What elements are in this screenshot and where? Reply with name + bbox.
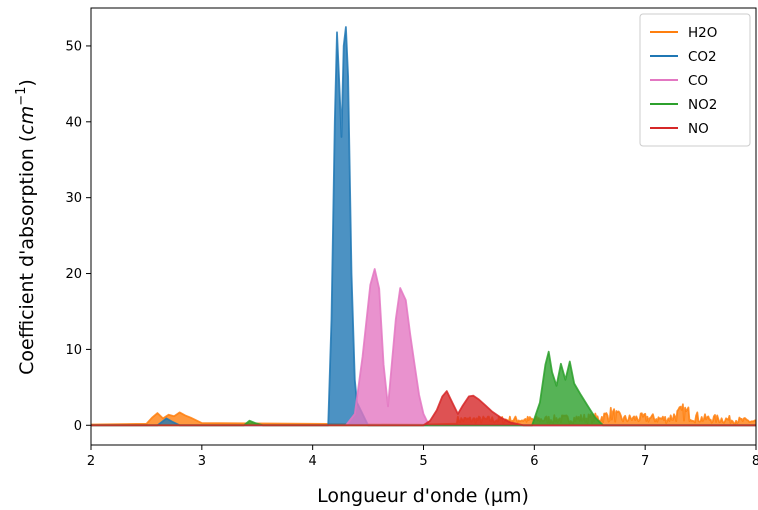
series-co2 xyxy=(91,26,756,427)
x-tick-label-7: 7 xyxy=(641,454,649,469)
y-tick-label-40: 40 xyxy=(65,115,82,130)
y-axis: 0 10 20 30 40 50 xyxy=(65,39,91,434)
legend-label-no: NO xyxy=(688,121,709,137)
y-tick-label-20: 20 xyxy=(65,267,82,282)
y-axis-label-close: ) xyxy=(16,79,38,86)
series-layer xyxy=(91,26,756,427)
y-axis-label-unit: cm xyxy=(16,106,38,135)
series-no xyxy=(91,390,756,427)
y-axis-label-exponent: −1 xyxy=(14,87,29,106)
series-no-line xyxy=(91,390,756,427)
x-tick-label-8: 8 xyxy=(752,454,758,469)
y-tick-label-50: 50 xyxy=(65,39,82,54)
y-tick-label-10: 10 xyxy=(65,343,82,358)
series-co-area xyxy=(345,269,756,426)
x-tick-label-5: 5 xyxy=(419,454,427,469)
x-axis: 2 3 4 5 6 7 8 xyxy=(87,445,758,469)
legend-box xyxy=(639,13,751,147)
x-tick-label-2: 2 xyxy=(87,454,95,469)
series-no2-line xyxy=(91,350,756,427)
x-axis-label: Longueur d'onde (µm) xyxy=(317,485,529,507)
y-tick-label-30: 30 xyxy=(65,191,82,206)
series-co-line xyxy=(345,268,756,427)
series-co2-line xyxy=(91,26,756,427)
x-tick-label-6: 6 xyxy=(530,454,538,469)
series-no2 xyxy=(91,350,756,427)
x-tick-label-4: 4 xyxy=(309,454,317,469)
legend-label-co2: CO2 xyxy=(688,49,717,65)
y-axis-label: Coefficient d'absorption (cm−1) xyxy=(14,79,38,375)
legend-label-h2o: H2O xyxy=(688,25,717,41)
y-axis-label-main: Coefficient d'absorption ( xyxy=(16,135,38,375)
y-tick-label-0: 0 xyxy=(74,419,82,434)
series-co xyxy=(345,268,756,427)
x-tick-label-3: 3 xyxy=(198,454,206,469)
legend: H2O CO2 CO NO2 NO xyxy=(639,13,751,147)
legend-label-co: CO xyxy=(688,73,708,89)
legend-label-no2: NO2 xyxy=(688,97,717,113)
